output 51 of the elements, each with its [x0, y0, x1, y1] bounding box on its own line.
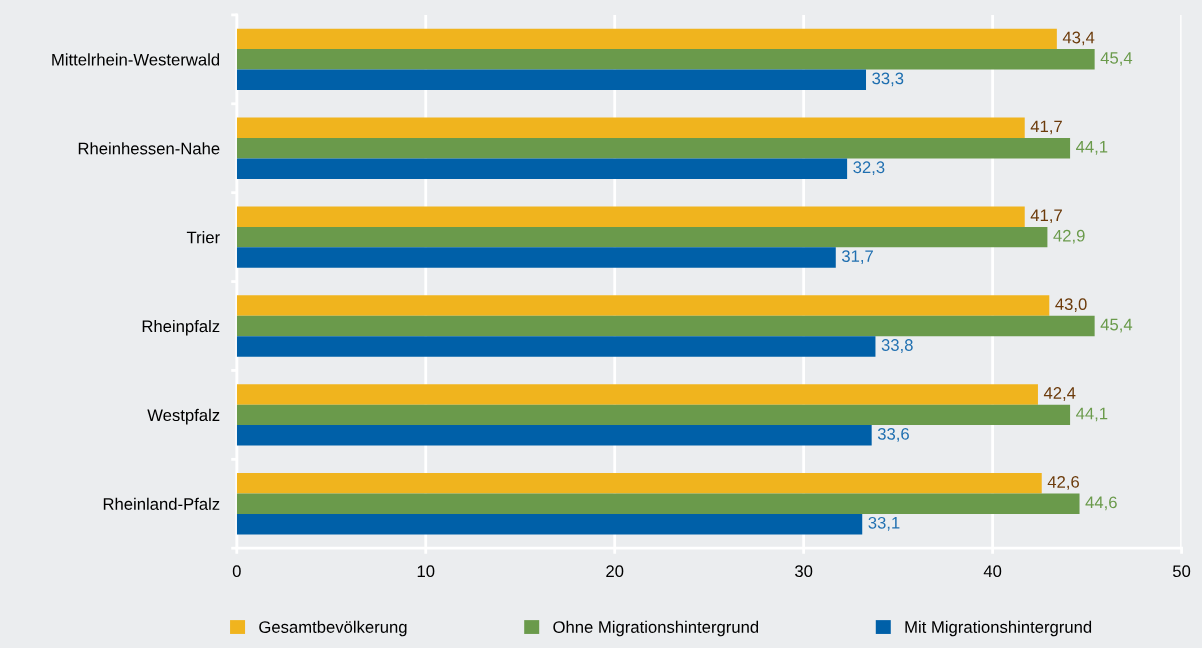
- data-label: 45,4: [1100, 52, 1133, 66]
- data-label: 41,7: [1030, 209, 1062, 224]
- legend-label: Ohne Migrationshintergrund: [553, 620, 759, 637]
- bar: [236, 28, 1057, 50]
- bar: [236, 425, 872, 446]
- data-label: 42,9: [1053, 229, 1085, 244]
- data-label: 42,4: [1043, 387, 1076, 401]
- data-label: 43,0: [1055, 298, 1087, 312]
- x-tick-label: 20: [606, 565, 624, 578]
- bar: [236, 206, 1025, 227]
- bar: [236, 117, 1025, 139]
- data-label: 44,1: [1076, 407, 1108, 422]
- data-label: 43,4: [1062, 31, 1095, 46]
- data-label: 44,6: [1085, 496, 1117, 511]
- bar: [236, 315, 1095, 337]
- y-tick-label: Trier: [186, 231, 220, 244]
- x-tick-label: 30: [795, 565, 813, 578]
- data-label: 42,6: [1047, 475, 1079, 490]
- bar: [236, 49, 1095, 70]
- bar: [236, 404, 1071, 426]
- bar: [236, 295, 1050, 316]
- bar: [236, 473, 1042, 494]
- data-label: 31,7: [841, 250, 873, 264]
- legend-label: Mit Migrationshintergrund: [905, 620, 1092, 637]
- data-label: 41,7: [1030, 120, 1062, 135]
- y-tick-label: Rheinland-Pfalz: [103, 497, 220, 510]
- bar: [236, 69, 867, 91]
- bar: [236, 158, 848, 179]
- bar: [236, 226, 1048, 248]
- bar: [236, 513, 863, 535]
- data-label: 33,1: [868, 516, 900, 531]
- bar: [236, 138, 1071, 159]
- data-label: 33,8: [881, 339, 913, 353]
- bar: [236, 336, 876, 357]
- data-label: 33,6: [877, 428, 909, 442]
- data-label: 45,4: [1100, 318, 1133, 333]
- y-tick-label: Mittelrhein-Westerwald: [52, 53, 220, 66]
- x-tick-label: 40: [983, 565, 1002, 578]
- x-tick-label: 50: [1172, 565, 1191, 578]
- y-tick-label: Rheinhessen-Nahe: [78, 142, 220, 155]
- bar: [236, 384, 1038, 405]
- legend-label: Gesamtbevölkerung: [259, 620, 407, 637]
- data-label: 44,1: [1076, 141, 1108, 155]
- y-tick-label: Westpfalz: [147, 408, 220, 425]
- data-label: 33,3: [872, 72, 904, 87]
- bar: [236, 247, 836, 268]
- bar: [236, 493, 1080, 514]
- x-tick-label: 0: [232, 565, 241, 578]
- x-tick-label: 10: [417, 565, 435, 578]
- data-label: 32,3: [853, 161, 885, 176]
- y-tick-label: Rheinpfalz: [142, 319, 220, 336]
